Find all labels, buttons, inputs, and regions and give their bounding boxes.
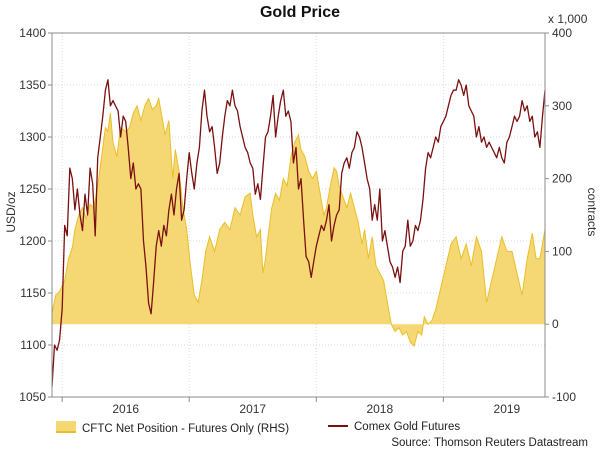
source-note: Source: Thomson Reuters Datastream [391,437,588,449]
left-tick-label: 1100 [20,338,46,352]
legend-swatch-line-icon [328,425,348,427]
right-tick-label: 300 [552,99,572,113]
x-tick-label: 2018 [366,402,393,416]
cftc-area-edge [51,96,546,347]
legend-item-comex: Comex Gold Futures [328,421,460,433]
legend-swatch-area-icon [56,421,76,433]
chart-title: Gold Price [259,4,341,21]
legend-label-cftc: CFTC Net Position - Futures Only (RHS) [82,423,290,435]
right-tick-label: 200 [552,172,572,186]
left-tick-label: 1300 [19,130,46,144]
plot-frame [51,32,546,398]
right-axis-multiplier: x 1,000 [548,12,588,26]
left-tick-label: 1250 [19,182,46,196]
right-tick-label: 400 [552,26,572,40]
right-tick-label: -100 [552,390,576,404]
x-tick-label: 2017 [239,402,266,416]
x-tick-label: 2016 [112,402,139,416]
legend-label-comex: Comex Gold Futures [354,421,461,433]
left-tick-label: 1050 [19,390,46,404]
right-tick-label: 100 [552,244,572,258]
axes-layer: 1050 1100 1150 1200 1250 1300 1350 1400 -100 0 100… [19,26,576,416]
legend-item-cftc: CFTC Net Position - Futures Only (RHS) [56,421,289,435]
right-tick-label: 0 [552,317,559,331]
cftc-area-fill [52,98,545,346]
x-tick-label: 2019 [494,402,521,416]
left-tick-label: 1400 [19,26,46,40]
comex-line-layer [51,79,546,387]
left-tick-label: 1200 [19,234,46,248]
cftc-area-layer [51,96,546,347]
comex-gold-line [51,79,546,387]
left-tick-label: 1350 [19,78,46,92]
left-tick-label: 1150 [20,286,46,300]
